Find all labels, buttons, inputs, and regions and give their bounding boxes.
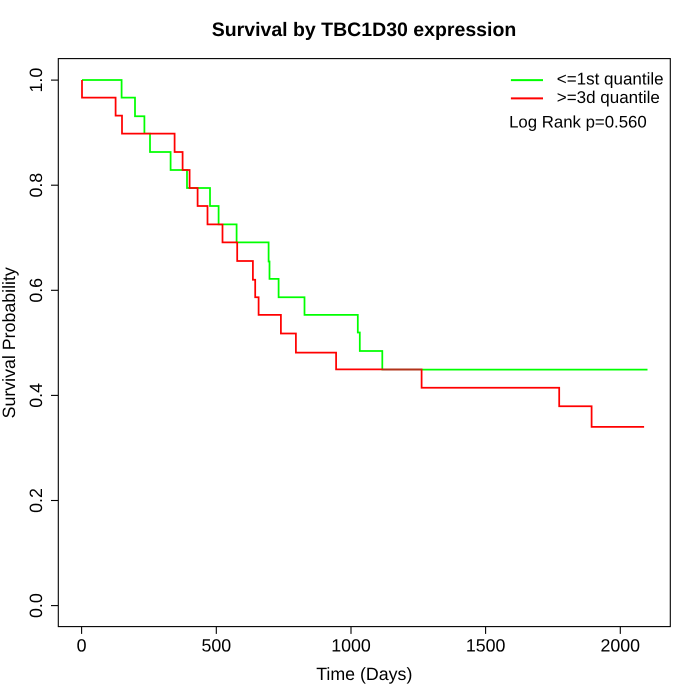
svg-text:1.0: 1.0 bbox=[26, 68, 46, 93]
svg-text:0.2: 0.2 bbox=[26, 488, 46, 513]
svg-text:1500: 1500 bbox=[466, 636, 506, 656]
svg-text:0.0: 0.0 bbox=[26, 593, 46, 618]
svg-text:0.6: 0.6 bbox=[26, 278, 46, 303]
svg-text:0: 0 bbox=[77, 636, 87, 656]
svg-text:0.4: 0.4 bbox=[26, 383, 46, 408]
svg-text:Time (Days): Time (Days) bbox=[316, 664, 412, 684]
svg-text:500: 500 bbox=[201, 636, 231, 656]
svg-text:1000: 1000 bbox=[331, 636, 371, 656]
svg-text:>=3d quantile: >=3d quantile bbox=[557, 88, 660, 107]
svg-text:0.8: 0.8 bbox=[26, 173, 46, 198]
svg-text:Survival by TBC1D30 expression: Survival by TBC1D30 expression bbox=[212, 19, 517, 41]
svg-text:<=1st quantile: <=1st quantile bbox=[557, 70, 664, 89]
svg-text:2000: 2000 bbox=[601, 636, 641, 656]
svg-text:Log Rank p=0.560: Log Rank p=0.560 bbox=[509, 113, 647, 132]
svg-text:Survival Probability: Survival Probability bbox=[0, 267, 19, 418]
